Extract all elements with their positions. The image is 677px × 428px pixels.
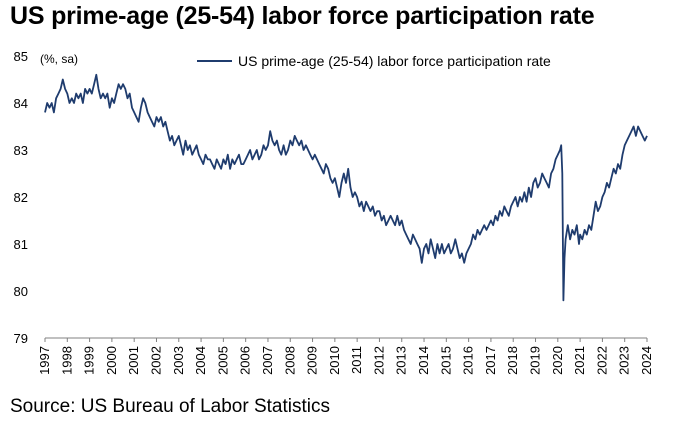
- x-tick-label: 2023: [617, 346, 632, 375]
- source-note: Source: US Bureau of Labor Statistics: [10, 396, 330, 417]
- y-tick-label: 83: [14, 143, 28, 158]
- x-tick-label: 2003: [171, 346, 186, 375]
- x-tick-label: 2013: [394, 346, 409, 375]
- x-tick-label: 2006: [238, 346, 253, 375]
- x-tick-label: 2014: [416, 346, 431, 375]
- unit-label: (%, sa): [40, 52, 78, 66]
- series-layer: [44, 73, 648, 302]
- x-tick-label: 2009: [305, 346, 320, 375]
- x-tick-label: 2002: [148, 346, 163, 375]
- x-tick-label: 2000: [104, 346, 119, 375]
- x-tick-label: 2015: [438, 346, 453, 375]
- y-tick-label: 82: [14, 190, 28, 205]
- x-tick-label: 2008: [282, 346, 297, 375]
- x-tick-label: 2001: [126, 346, 141, 375]
- x-tick-label: 2019: [528, 346, 543, 375]
- x-tick-label: 2024: [639, 346, 654, 375]
- x-tick-label: 2021: [572, 346, 587, 375]
- x-tick-label: 2017: [483, 346, 498, 375]
- y-tick-label: 79: [14, 331, 28, 346]
- y-tick-label: 84: [14, 96, 28, 111]
- y-tick-label: 80: [14, 284, 28, 299]
- x-tick-label: 2005: [215, 346, 230, 375]
- x-tick-label: 2004: [193, 346, 208, 375]
- y-tick-label: 81: [14, 237, 28, 252]
- x-tick-label: 2018: [505, 346, 520, 375]
- legend: US prime-age (25-54) labor force partici…: [197, 53, 551, 69]
- y-tick-label: 85: [14, 49, 28, 64]
- legend-label: US prime-age (25-54) labor force partici…: [238, 53, 551, 69]
- x-axis: 1997 1998 1999 2000 2001 2002 2003 2004 2005 2006…: [37, 337, 654, 375]
- x-tick-label: 2020: [550, 346, 565, 375]
- x-tick-label: 2012: [371, 346, 386, 375]
- x-tick-label: 1997: [37, 346, 52, 375]
- y-axis: 79 80 81 82 83 84 85: [14, 49, 28, 346]
- x-tick-label: 2010: [327, 346, 342, 375]
- x-tick-label: 1999: [82, 346, 97, 375]
- series-line: [44, 73, 648, 302]
- x-tick-label: 2022: [594, 346, 609, 375]
- x-tick-label: 2016: [461, 346, 476, 375]
- x-tick-label: 2007: [260, 346, 275, 375]
- x-tick-label: 1998: [59, 346, 74, 375]
- chart-title: US prime-age (25-54) labor force partici…: [10, 2, 595, 30]
- x-tick-label: 2011: [349, 346, 364, 374]
